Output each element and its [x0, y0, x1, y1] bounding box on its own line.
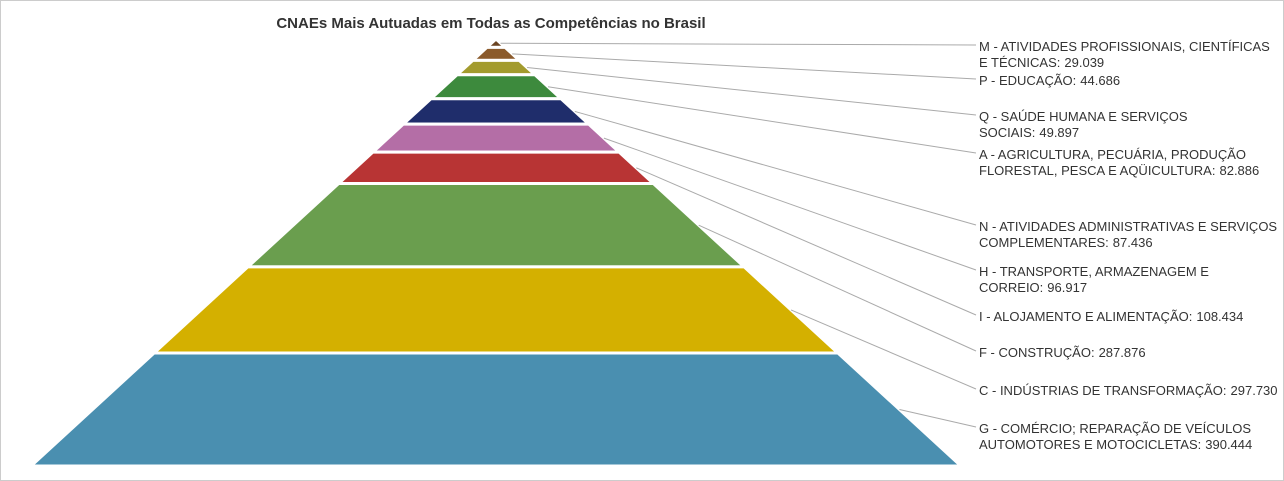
category-label: H - TRANSPORTE, ARMAZENAGEM E CORREIO: [979, 264, 1209, 295]
category-label: N - ATIVIDADES ADMINISTRATIVAS E SERVIÇO… [979, 219, 1278, 250]
category-label: F - CONSTRUÇÃO: [979, 345, 1095, 360]
chart-title: CNAEs Mais Autuadas em Todas as Competên… [276, 15, 705, 32]
value-label: 44.686 [1080, 73, 1121, 88]
category-label: I - ALOJAMENTO E ALIMENTAÇÃO: [979, 309, 1193, 324]
leader-line [603, 137, 977, 271]
slice-label: Q - SAÚDE HUMANA E SERVIÇOS SOCIAIS: 49.8… [979, 109, 1279, 141]
category-label: M - ATIVIDADES PROFISSIONAIS, CIENTÍFICA… [979, 39, 1270, 70]
category-label: Q - SAÚDE HUMANA E SERVIÇOS SOCIAIS: [979, 109, 1188, 140]
value-label: 287.876 [1098, 345, 1146, 360]
leader-line [547, 86, 977, 154]
leader-line [790, 309, 977, 390]
slice-label: N - ATIVIDADES ADMINISTRATIVAS E SERVIÇO… [979, 219, 1279, 251]
leader-line [636, 167, 977, 316]
pyramid-slice [150, 265, 842, 355]
leader-line [512, 53, 977, 80]
value-label: 49.897 [1039, 125, 1080, 140]
value-label: 108.434 [1196, 309, 1244, 324]
value-label: 82.886 [1219, 163, 1260, 178]
value-label: 87.436 [1112, 235, 1153, 250]
pyramid-slice [244, 182, 748, 269]
slice-label: P - EDUCAÇÃO: 44.686 [979, 73, 1279, 89]
slice-label: M - ATIVIDADES PROFISSIONAIS, CIENTÍFICA… [979, 39, 1279, 71]
category-label: G - COMÉRCIO; REPARAÇÃO DE VEÍCULOS AUTO… [979, 421, 1252, 452]
category-label: A - AGRICULTURA, PECUÁRIA, PRODUÇÃO FLOR… [979, 147, 1247, 178]
slice-label: F - CONSTRUÇÃO: 287.876 [979, 345, 1279, 361]
pyramid-slice [453, 58, 539, 77]
pyramid-slice [427, 73, 565, 101]
leader-line [899, 409, 977, 428]
category-label: C - INDÚSTRIAS DE TRANSFORMAÇÃO: [979, 383, 1227, 398]
pyramid-slice [399, 97, 593, 126]
slice-label: G - COMÉRCIO; REPARAÇÃO DE VEÍCULOS AUTO… [979, 421, 1279, 453]
slice-label: C - INDÚSTRIAS DE TRANSFORMAÇÃO: 297.730 [979, 383, 1279, 399]
value-label: 29.039 [1064, 55, 1105, 70]
leader-line [500, 42, 977, 46]
slice-label: H - TRANSPORTE, ARMAZENAGEM E CORREIO: 96… [979, 264, 1279, 296]
category-label: P - EDUCAÇÃO: [979, 73, 1077, 88]
leader-line [574, 110, 977, 226]
slice-label: I - ALOJAMENTO E ALIMENTAÇÃO: 108.434 [979, 309, 1279, 325]
pyramid-slice [27, 351, 965, 468]
value-label: 297.730 [1230, 383, 1278, 398]
leader-line [698, 224, 977, 352]
value-label: 390.444 [1205, 437, 1253, 452]
leader-line [527, 67, 977, 116]
slice-label: A - AGRICULTURA, PECUÁRIA, PRODUÇÃO FLOR… [979, 147, 1279, 179]
pyramid-slice [334, 150, 658, 186]
pyramid-slice [368, 122, 624, 154]
value-label: 96.917 [1047, 280, 1088, 295]
